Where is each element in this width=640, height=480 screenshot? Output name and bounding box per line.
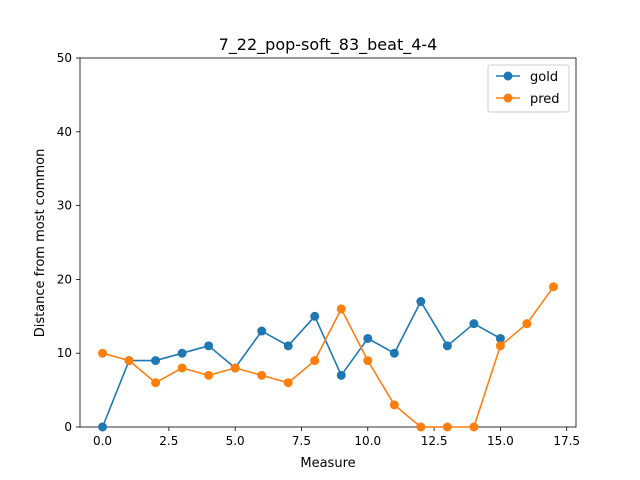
data-point-gold — [151, 356, 161, 366]
series-layer — [98, 282, 558, 432]
x-tick-label: 10.0 — [354, 434, 381, 448]
series-pred — [98, 282, 558, 432]
x-tick-label: 7.5 — [292, 434, 311, 448]
data-point-pred — [416, 422, 426, 432]
plot-area — [79, 57, 577, 428]
data-point-pred — [151, 378, 161, 388]
data-point-gold — [336, 370, 346, 380]
y-tick-label: 50 — [57, 51, 72, 65]
x-tick-label: 2.5 — [159, 434, 178, 448]
legend: gold pred — [487, 64, 570, 113]
y-tick-label: 30 — [57, 199, 72, 213]
series-line-pred — [102, 286, 555, 428]
data-point-pred — [283, 378, 293, 388]
data-point-pred — [442, 422, 452, 432]
data-point-gold — [495, 333, 505, 343]
data-point-pred — [310, 356, 320, 366]
y-axis-label: Distance from most common — [33, 149, 48, 338]
data-point-gold — [257, 326, 267, 336]
x-axis-label: Measure — [300, 456, 355, 471]
data-point-pred — [522, 319, 532, 329]
data-point-pred — [177, 363, 187, 373]
data-point-gold — [363, 333, 373, 343]
y-tick-label: 10 — [57, 346, 72, 360]
data-point-pred — [548, 282, 558, 292]
y-tick-label: 40 — [57, 125, 72, 139]
data-point-pred — [257, 370, 267, 380]
data-point-pred — [495, 341, 505, 351]
legend-label-gold: gold — [530, 70, 558, 85]
data-point-pred — [469, 422, 479, 432]
data-point-pred — [98, 348, 108, 358]
data-point-pred — [336, 304, 346, 314]
legend-marker-gold — [503, 71, 513, 81]
data-point-gold — [469, 319, 479, 329]
x-tick-label: 12.5 — [421, 434, 448, 448]
data-point-gold — [416, 297, 426, 307]
x-tick-label: 17.5 — [553, 434, 580, 448]
x-tick-label: 15.0 — [487, 434, 514, 448]
data-point-gold — [310, 311, 320, 321]
data-point-gold — [283, 341, 293, 351]
data-point-pred — [230, 363, 240, 373]
plot-frame — [79, 57, 577, 428]
x-tick-label: 0.0 — [93, 434, 112, 448]
data-point-pred — [204, 370, 214, 380]
data-point-pred — [363, 356, 373, 366]
data-point-gold — [98, 422, 108, 432]
data-point-gold — [204, 341, 214, 351]
data-point-gold — [442, 341, 452, 351]
chart-title: 7_22_pop-soft_83_beat_4-4 — [219, 35, 438, 55]
y-tick-label: 20 — [57, 272, 72, 286]
data-point-gold — [389, 348, 399, 358]
data-point-pred — [389, 400, 399, 410]
y-axis-ticks: 0 10 20 30 40 50 — [57, 51, 80, 434]
series-line-gold — [101, 300, 501, 428]
legend-marker-pred — [503, 93, 513, 103]
data-point-gold — [177, 348, 187, 358]
x-axis-ticks: 0.0 2.5 5.0 7.5 10.0 12.5 15.0 17.5 — [93, 427, 580, 448]
x-tick-label: 5.0 — [226, 434, 245, 448]
y-tick-label: 0 — [64, 420, 72, 434]
data-point-pred — [124, 356, 134, 366]
legend-label-pred: pred — [530, 92, 560, 107]
